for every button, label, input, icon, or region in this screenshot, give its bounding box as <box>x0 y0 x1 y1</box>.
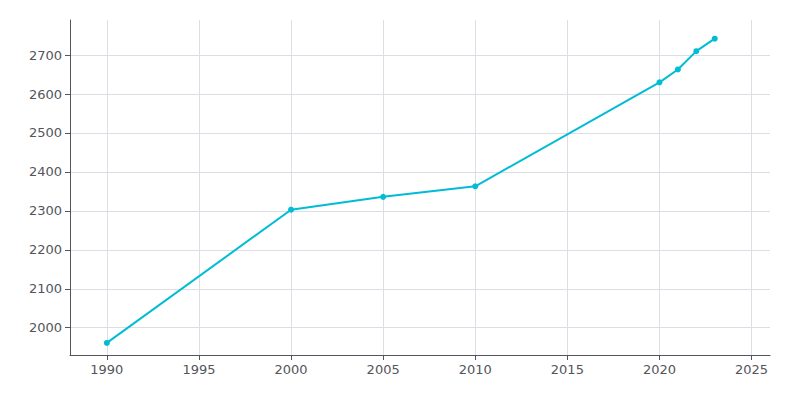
svg-text:2020: 2020 <box>643 362 676 377</box>
svg-text:2005: 2005 <box>367 362 400 377</box>
svg-text:2015: 2015 <box>551 362 584 377</box>
svg-text:2000: 2000 <box>275 362 308 377</box>
svg-text:2025: 2025 <box>735 362 768 377</box>
svg-text:2100: 2100 <box>29 281 62 296</box>
svg-text:2200: 2200 <box>29 242 62 257</box>
svg-text:2500: 2500 <box>29 125 62 140</box>
svg-text:2700: 2700 <box>29 48 62 63</box>
svg-text:2000: 2000 <box>29 320 62 335</box>
svg-text:2600: 2600 <box>29 87 62 102</box>
svg-text:1995: 1995 <box>182 362 215 377</box>
svg-text:1990: 1990 <box>90 362 123 377</box>
svg-text:2400: 2400 <box>29 164 62 179</box>
svg-text:2300: 2300 <box>29 203 62 218</box>
svg-text:2010: 2010 <box>459 362 492 377</box>
